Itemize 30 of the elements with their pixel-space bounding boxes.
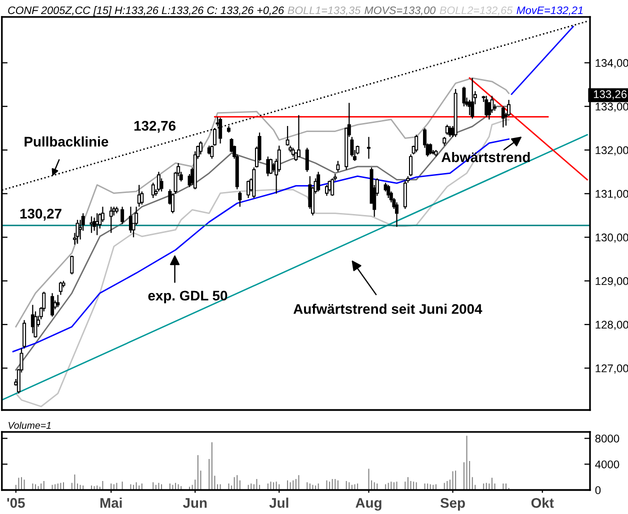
x-tick-label: Aug (356, 498, 382, 511)
y-tick-label: 128,00 (596, 320, 628, 330)
chart-title: Volume=1 (8, 422, 51, 429)
x-tick-label: Jun (182, 498, 207, 508)
text: MovE=132,21 (516, 6, 583, 16)
y-tick-label: 133,00 (596, 102, 628, 112)
annotation: 132,76 (134, 120, 176, 133)
y-tick-label: 129,00 (596, 277, 628, 286)
text: BOLL2=132,65 (440, 6, 513, 16)
text: MOVS=133,00 (364, 6, 436, 16)
text: BOLL1=133,35 (288, 6, 361, 16)
y-tick-label: 127,00 (596, 364, 628, 374)
y-tick-label: 8000 (595, 434, 620, 443)
y-tick-label: 0 (595, 486, 601, 494)
y-tick-label: 4000 (595, 460, 620, 468)
y-tick-label: 132,00 (596, 146, 628, 156)
x-tick-label: Mai (100, 498, 122, 508)
x-tick-label: Jul (269, 498, 288, 508)
text: 133,26 (594, 90, 627, 100)
chart-title: CONF 2005Z,CC [15] H:133,26 L:133,26 C: 133,26 +0,26 (8, 6, 284, 16)
y-tick-label: 131,00 (596, 190, 628, 200)
y-tick-label: 134,00 (596, 59, 628, 68)
annotation: Aufwärtstrend seit Juni 2004 (293, 304, 482, 314)
x-tick-label: '05 (7, 498, 25, 508)
x-tick-label: Sep (440, 498, 465, 511)
annotation: Pullbacklinie (24, 136, 108, 147)
ref-line-label: 130,27 (20, 208, 62, 221)
annotation: exp. GDL 50 (148, 290, 228, 304)
y-tick-label: 130,00 (596, 234, 628, 243)
x-tick-label: Okt (531, 498, 554, 508)
